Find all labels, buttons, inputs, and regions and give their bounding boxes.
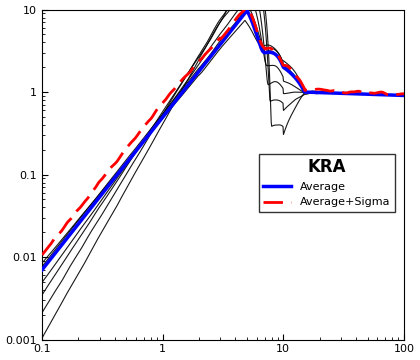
Line: Average+Sigma: Average+Sigma [42,6,404,255]
Average+Sigma [352,90,357,94]
Average [250,21,255,26]
Average [244,9,249,13]
Legend: Average, Average+Sigma: Average, Average+Sigma [259,154,395,212]
Average+Sigma [315,87,320,91]
Average [270,51,276,55]
Average [315,90,320,95]
Average+Sigma [62,225,67,229]
Line: Average: Average [42,11,404,270]
Average+Sigma [260,43,265,48]
Average [39,268,45,272]
Average+Sigma [402,92,407,96]
Average+Sigma [250,16,255,21]
Average+Sigma [244,4,249,8]
Average [260,48,265,53]
Average+Sigma [270,48,276,52]
Average [402,93,407,98]
Average [62,240,67,244]
Average [352,91,357,96]
Average+Sigma [39,253,45,257]
